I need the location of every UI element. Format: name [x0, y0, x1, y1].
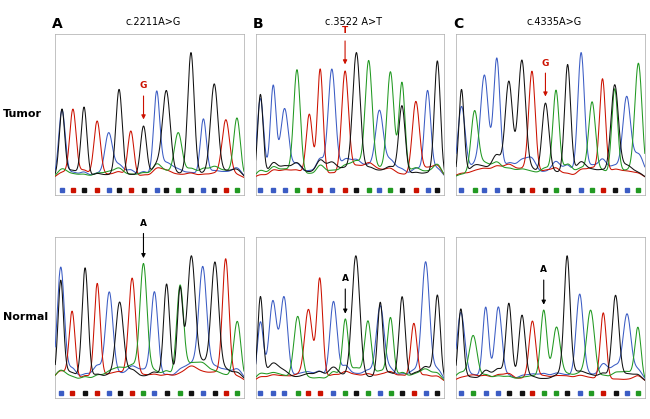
Text: G: G — [541, 59, 549, 95]
Text: Normal: Normal — [3, 313, 48, 322]
Text: C: C — [453, 18, 463, 31]
Text: T: T — [342, 26, 348, 63]
Text: c.3522 A>T: c.3522 A>T — [325, 17, 382, 27]
Text: c.2211A>G: c.2211A>G — [125, 17, 181, 27]
Text: A: A — [52, 18, 63, 31]
Text: B: B — [252, 18, 263, 31]
Text: A: A — [140, 219, 147, 257]
Text: Tumor: Tumor — [3, 109, 42, 119]
Text: G: G — [140, 81, 147, 118]
Text: c.4335A>G: c.4335A>G — [526, 17, 582, 27]
Text: A: A — [540, 266, 547, 303]
Text: A: A — [342, 274, 349, 313]
